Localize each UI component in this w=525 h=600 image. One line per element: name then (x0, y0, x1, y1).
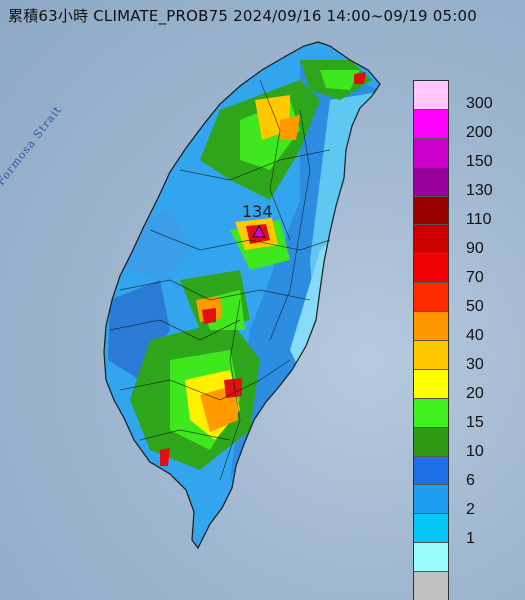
legend-label: 300 (466, 95, 493, 112)
legend-swatch (414, 283, 448, 313)
legend-label: 70 (466, 269, 484, 286)
legend-swatch (414, 167, 448, 197)
legend-label: 1 (466, 530, 475, 547)
legend-swatch (414, 514, 448, 544)
legend-swatches (413, 80, 449, 600)
legend-label: 40 (466, 327, 484, 344)
legend-swatch (414, 196, 448, 226)
legend-swatch (414, 225, 448, 255)
legend-label: 15 (466, 414, 484, 431)
legend-swatch (414, 485, 448, 515)
legend-swatch (414, 572, 448, 600)
legend-swatch (414, 312, 448, 342)
legend-label: 110 (466, 211, 492, 228)
legend-swatch (414, 369, 448, 399)
legend-label: 200 (466, 124, 493, 141)
legend-swatch (414, 456, 448, 486)
legend-label: 150 (466, 153, 493, 170)
legend-swatch (414, 109, 448, 139)
legend-label: 50 (466, 298, 484, 315)
legend-label: 6 (466, 472, 475, 489)
legend-swatch (414, 254, 448, 284)
map-title: 累積63小時 CLIMATE_PROB75 2024/09/16 14:00~0… (8, 6, 477, 25)
legend-label: 130 (466, 182, 493, 199)
legend-label: 90 (466, 240, 484, 257)
legend-swatch (414, 543, 448, 573)
legend-swatch (414, 398, 448, 428)
max-triangle-icon (252, 224, 266, 238)
legend-swatch (414, 138, 448, 168)
legend-label: 30 (466, 356, 484, 373)
legend-label: 20 (466, 385, 484, 402)
legend-swatch (414, 341, 448, 370)
legend-swatch (414, 81, 448, 110)
legend-label: 10 (466, 443, 484, 460)
legend-label: 2 (466, 501, 475, 518)
max-value-label: 134 (242, 202, 273, 221)
legend-swatch (414, 427, 448, 457)
